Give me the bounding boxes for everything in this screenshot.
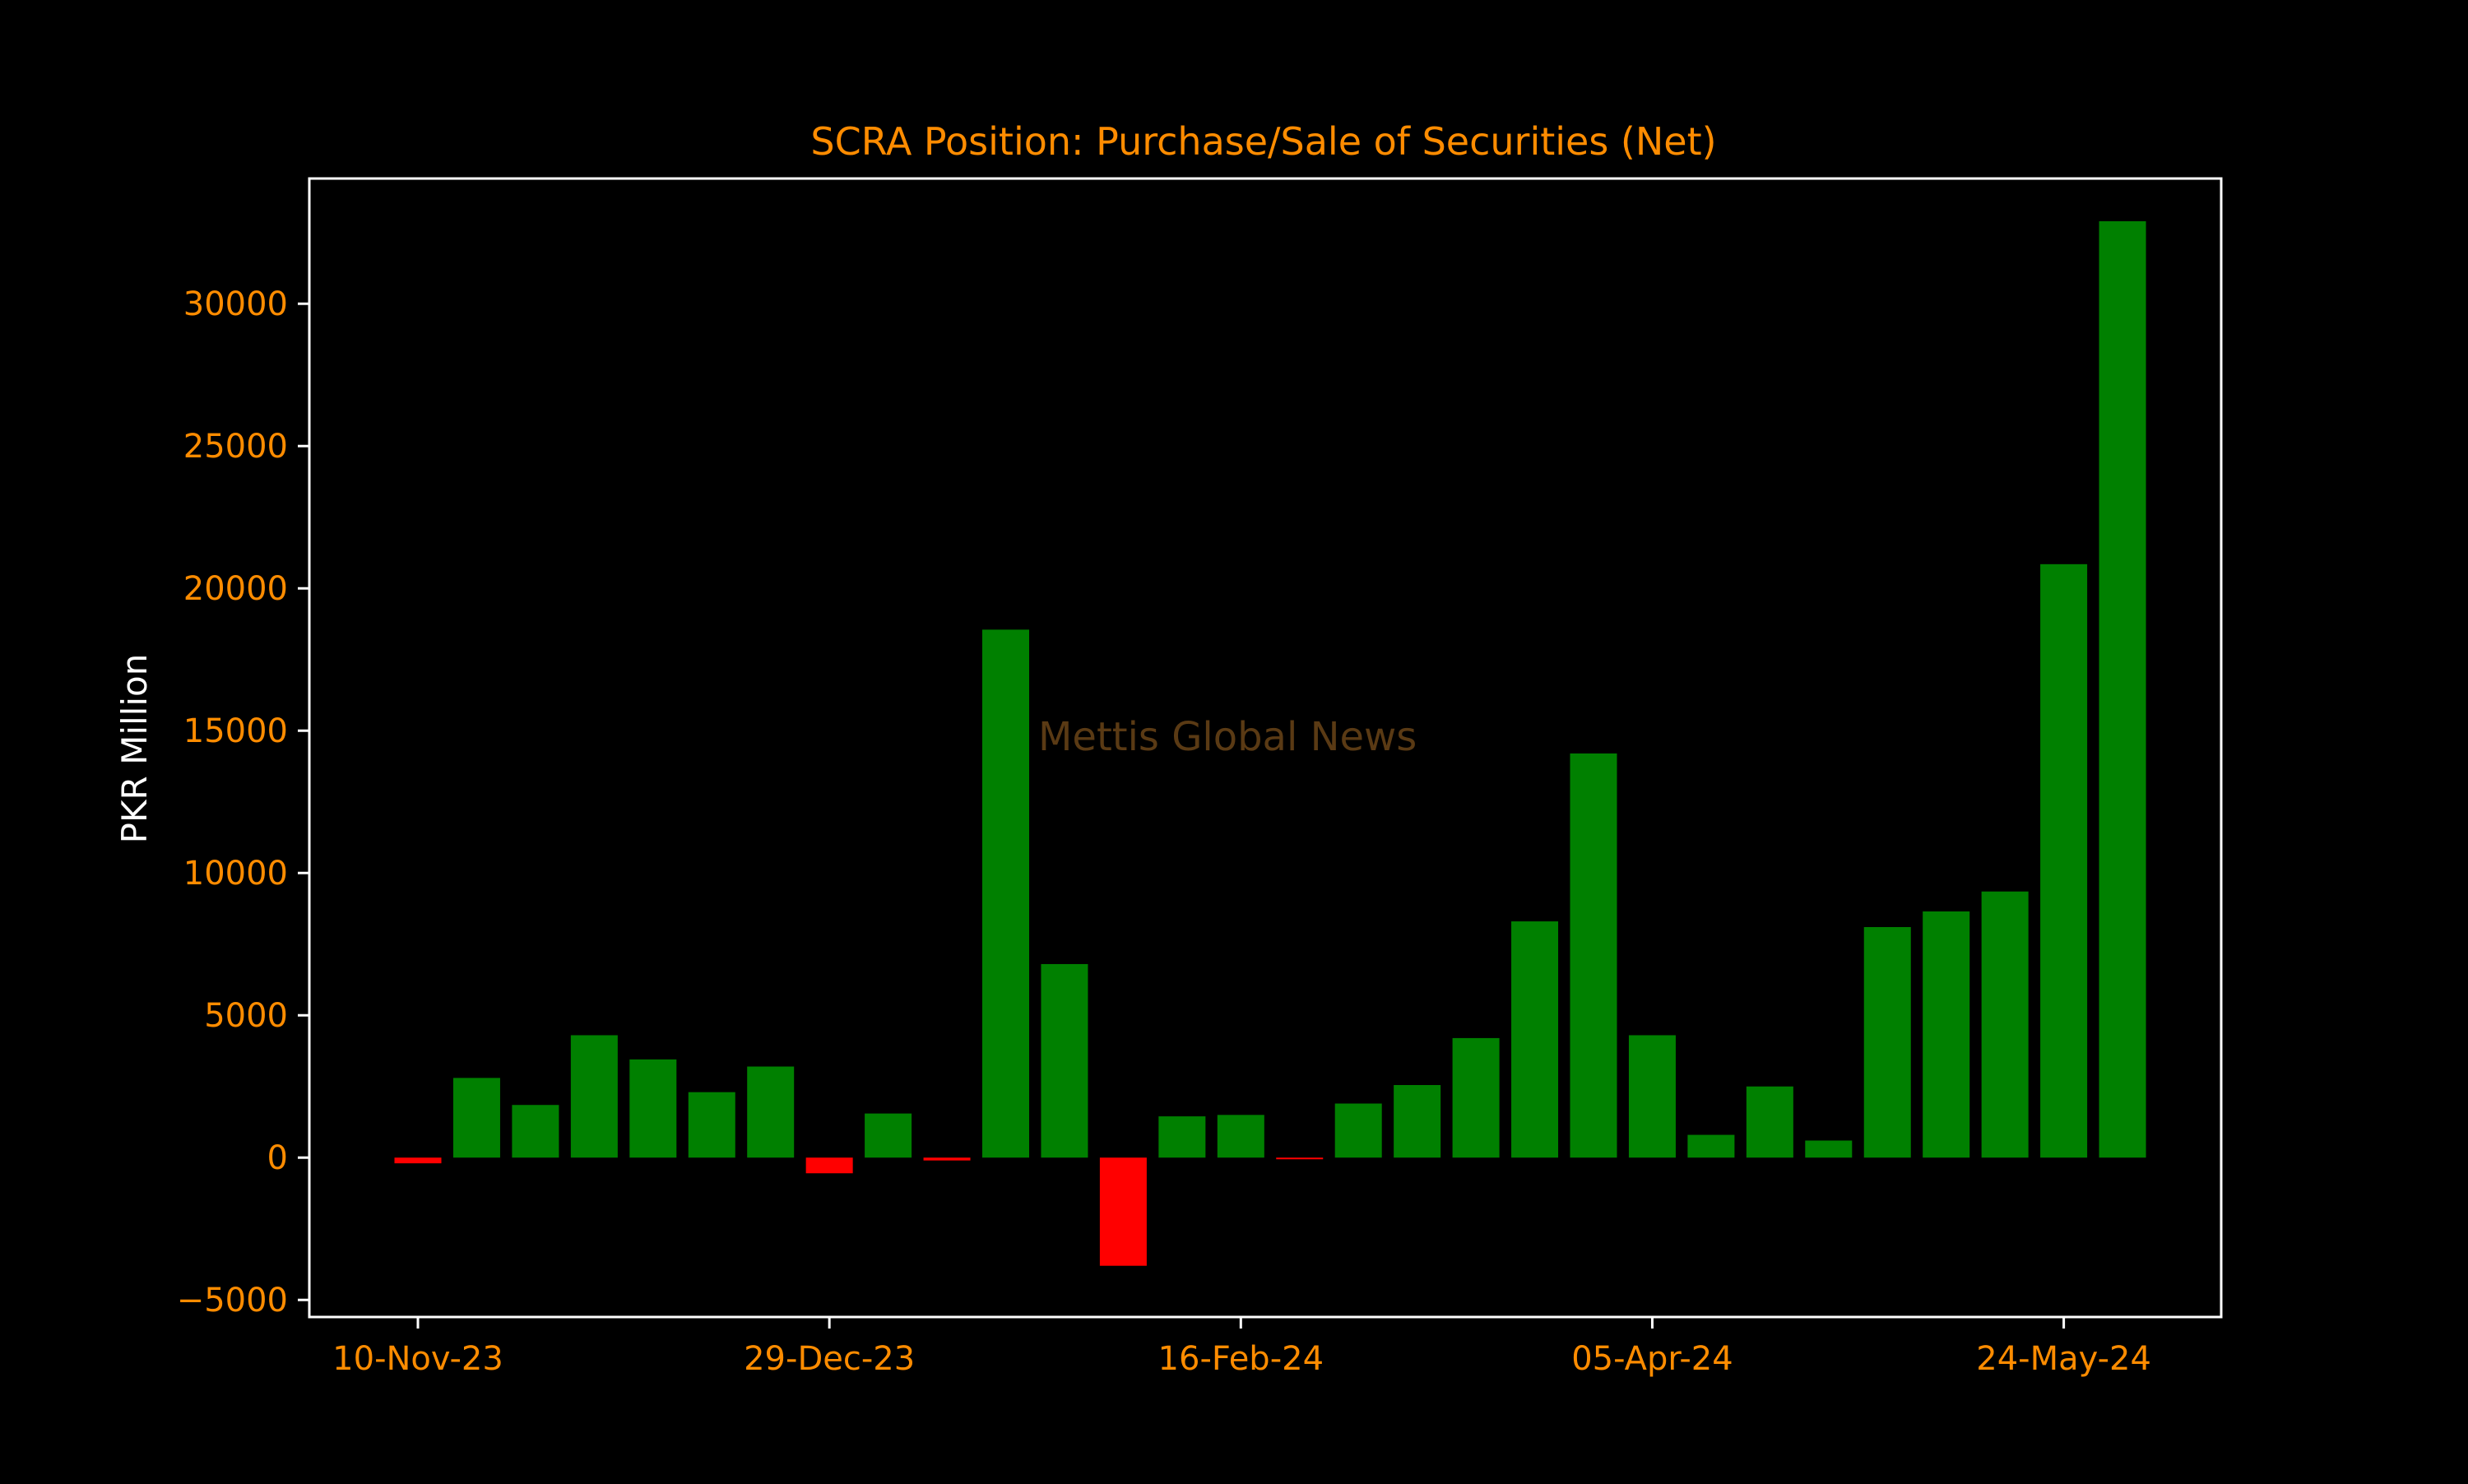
y-axis-label: PKR Million — [114, 654, 155, 844]
bar-05-Jan-24 — [865, 1113, 912, 1158]
bar-16-Feb-24 — [1217, 1115, 1264, 1158]
bar-29-Dec-23 — [805, 1157, 853, 1174]
bar-05-Apr-24 — [1628, 1035, 1676, 1158]
y-axis-ticks: −5000 0 5000 10000 15000 20000 25000 30000 — [177, 285, 309, 1319]
y-tick-label: 30000 — [183, 285, 288, 323]
bar-26-Apr-24 — [1805, 1140, 1853, 1158]
bar-31-May-24 — [2099, 220, 2146, 1158]
bar-15-Mar-24 — [1452, 1037, 1500, 1158]
x-tick-label: 05-Apr-24 — [1571, 1340, 1733, 1378]
bar-24-May-24 — [2040, 563, 2088, 1158]
y-tick-label: 10000 — [183, 855, 288, 893]
bar-09-Feb-24 — [1158, 1116, 1206, 1158]
y-tick-label: −5000 — [177, 1282, 288, 1319]
bar-17-May-24 — [1981, 891, 2029, 1158]
bar-22-Dec-23 — [747, 1066, 795, 1158]
bar-19-Apr-24 — [1746, 1086, 1793, 1158]
plot-frame — [308, 177, 2223, 1319]
y-tick-label: 25000 — [183, 428, 288, 466]
bar-01-Mar-24 — [1334, 1103, 1382, 1158]
bar-01-Dec-23 — [570, 1035, 618, 1158]
x-tick-label: 10-Nov-23 — [332, 1340, 503, 1378]
bar-23-Feb-24 — [1276, 1157, 1324, 1160]
x-tick-label: 24-May-24 — [1976, 1340, 2151, 1378]
bar-29-Mar-24 — [1570, 753, 1617, 1158]
bar-19-Jan-24 — [982, 629, 1029, 1158]
bar-15-Dec-23 — [688, 1092, 735, 1158]
bar-group — [394, 220, 2146, 1266]
watermark-text: Mettis Global News — [1038, 714, 1417, 760]
bar-26-Jan-24 — [1041, 963, 1088, 1158]
x-tick-label: 16-Feb-24 — [1158, 1340, 1324, 1378]
chart-title: SCRA Position: Purchase/Sale of Securiti… — [810, 119, 1716, 164]
y-tick-label: 20000 — [183, 570, 288, 608]
bar-10-May-24 — [1923, 911, 1970, 1158]
bar-24-Nov-23 — [512, 1105, 559, 1158]
y-tick-label: 5000 — [204, 997, 288, 1035]
y-tick-label: 15000 — [183, 712, 288, 750]
y-tick-label: 0 — [267, 1139, 288, 1177]
bar-22-Mar-24 — [1511, 921, 1559, 1158]
x-tick-label: 29-Dec-23 — [744, 1340, 915, 1378]
bar-08-Dec-23 — [629, 1059, 677, 1158]
bar-03-May-24 — [1863, 926, 1911, 1158]
bar-10-Nov-23 — [394, 1157, 442, 1164]
x-axis-ticks: 10-Nov-23 29-Dec-23 16-Feb-24 05-Apr-24 24-M… — [332, 1317, 2151, 1378]
bar-08-Mar-24 — [1394, 1085, 1441, 1158]
bar-02-Feb-24 — [1099, 1157, 1147, 1266]
bar-12-Jan-24 — [923, 1157, 971, 1161]
bar-17-Nov-23 — [452, 1078, 500, 1158]
bar-12-Apr-24 — [1687, 1134, 1735, 1158]
